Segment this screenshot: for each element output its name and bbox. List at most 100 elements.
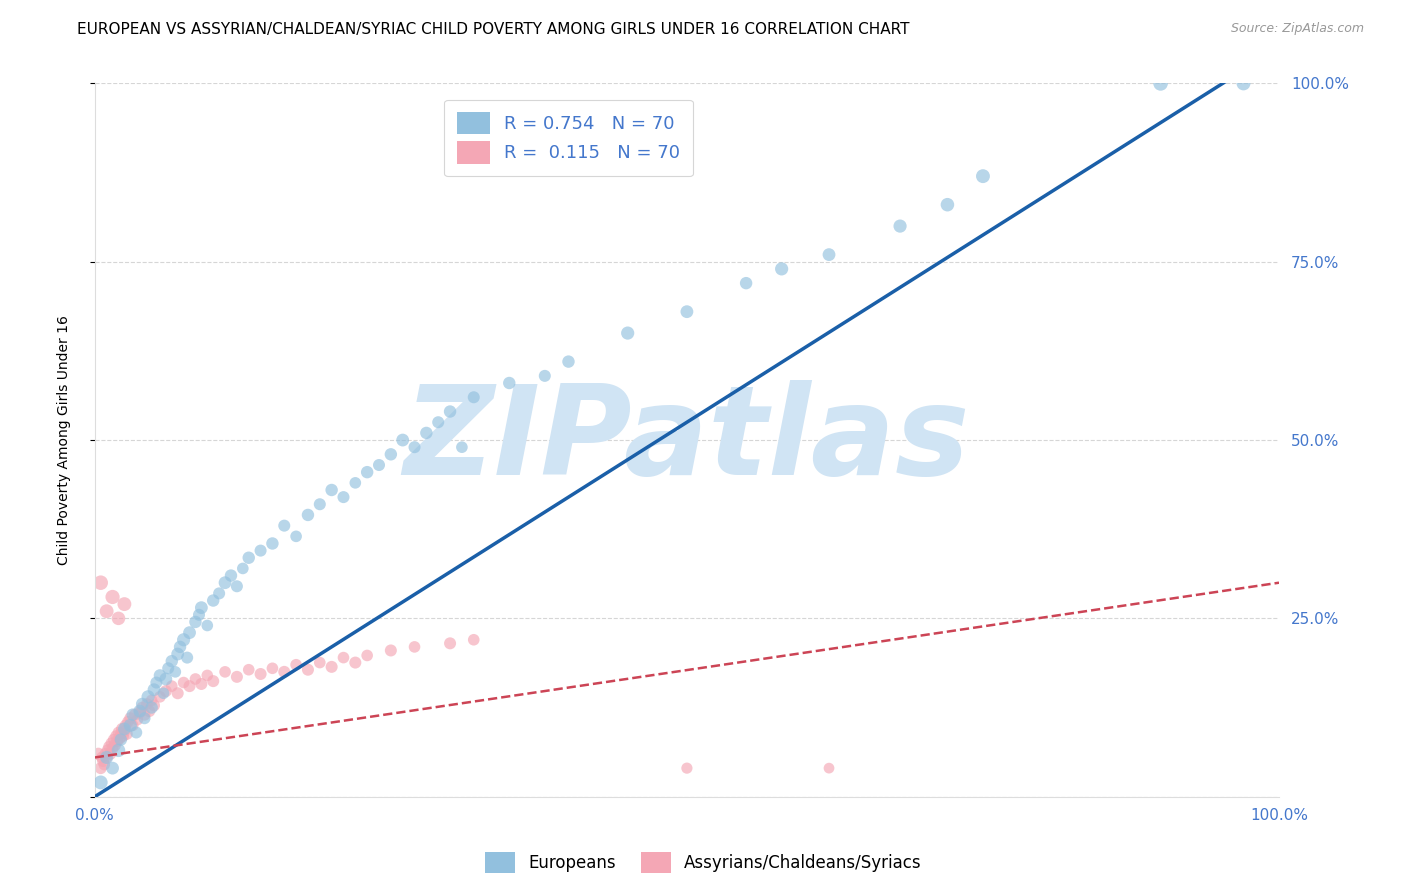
Point: [152, 686, 174, 700]
Point: [98, 739, 121, 754]
Point: [149, 690, 172, 704]
Point: [104, 739, 127, 753]
Point: [332, 650, 354, 665]
Point: [143, 698, 166, 713]
Point: [125, 725, 148, 739]
Point: [356, 465, 378, 479]
Point: [112, 722, 135, 736]
Point: [121, 718, 143, 732]
Point: [770, 261, 793, 276]
Point: [96, 750, 118, 764]
Point: [616, 326, 638, 340]
Point: [108, 731, 131, 746]
Point: [451, 440, 474, 454]
Point: [117, 714, 139, 729]
Legend: Europeans, Assyrians/Chaldeans/Syriacs: Europeans, Assyrians/Chaldeans/Syriacs: [478, 846, 928, 880]
Point: [124, 707, 146, 722]
Point: [273, 665, 295, 679]
Text: EUROPEAN VS ASSYRIAN/CHALDEAN/SYRIAC CHILD POVERTY AMONG GIRLS UNDER 16 CORRELAT: EUROPEAN VS ASSYRIAN/CHALDEAN/SYRIAC CHI…: [77, 22, 910, 37]
Point: [344, 656, 367, 670]
Point: [404, 440, 426, 454]
Point: [439, 404, 461, 418]
Point: [297, 663, 319, 677]
Point: [105, 734, 128, 748]
Point: [463, 390, 485, 404]
Point: [107, 725, 129, 739]
Point: [380, 643, 402, 657]
Point: [321, 660, 343, 674]
Point: [110, 732, 132, 747]
Point: [676, 761, 699, 775]
Point: [936, 197, 959, 211]
Point: [427, 415, 450, 429]
Point: [128, 704, 150, 718]
Point: [238, 550, 260, 565]
Point: [120, 718, 142, 732]
Point: [143, 682, 166, 697]
Point: [190, 600, 212, 615]
Point: [112, 597, 135, 611]
Point: [195, 668, 218, 682]
Point: [131, 697, 153, 711]
Point: [249, 543, 271, 558]
Point: [285, 529, 308, 543]
Point: [308, 497, 330, 511]
Point: [141, 700, 163, 714]
Point: [173, 675, 195, 690]
Legend: R = 0.754   N = 70, R =  0.115   N = 70: R = 0.754 N = 70, R = 0.115 N = 70: [444, 100, 693, 176]
Point: [127, 713, 149, 727]
Point: [97, 743, 120, 757]
Point: [208, 586, 231, 600]
Point: [107, 743, 129, 757]
Point: [463, 632, 485, 647]
Point: [214, 665, 236, 679]
Point: [114, 718, 136, 732]
Point: [368, 458, 391, 472]
Point: [160, 679, 183, 693]
Point: [145, 675, 167, 690]
Point: [202, 593, 225, 607]
Point: [149, 668, 172, 682]
Point: [818, 761, 841, 775]
Point: [135, 697, 157, 711]
Point: [190, 677, 212, 691]
Point: [90, 575, 112, 590]
Point: [90, 775, 112, 789]
Point: [101, 741, 124, 756]
Point: [155, 684, 177, 698]
Y-axis label: Child Poverty Among Girls Under 16: Child Poverty Among Girls Under 16: [58, 315, 72, 565]
Point: [184, 615, 207, 629]
Point: [249, 667, 271, 681]
Point: [308, 656, 330, 670]
Point: [165, 665, 187, 679]
Point: [273, 518, 295, 533]
Point: [202, 674, 225, 689]
Point: [112, 724, 135, 739]
Point: [166, 647, 188, 661]
Point: [112, 729, 135, 743]
Point: [188, 607, 211, 622]
Point: [128, 706, 150, 720]
Point: [219, 568, 242, 582]
Point: [105, 729, 128, 743]
Point: [380, 447, 402, 461]
Point: [155, 672, 177, 686]
Point: [225, 670, 247, 684]
Point: [96, 750, 118, 764]
Point: [160, 654, 183, 668]
Text: Source: ZipAtlas.com: Source: ZipAtlas.com: [1230, 22, 1364, 36]
Point: [391, 433, 413, 447]
Point: [179, 625, 201, 640]
Point: [93, 757, 115, 772]
Point: [120, 711, 142, 725]
Point: [297, 508, 319, 522]
Point: [103, 732, 125, 747]
Point: [238, 663, 260, 677]
Point: [169, 640, 191, 654]
Point: [91, 754, 114, 768]
Text: ZIPatlas: ZIPatlas: [404, 380, 970, 500]
Point: [134, 707, 156, 722]
Point: [107, 611, 129, 625]
Point: [110, 727, 132, 741]
Point: [131, 700, 153, 714]
